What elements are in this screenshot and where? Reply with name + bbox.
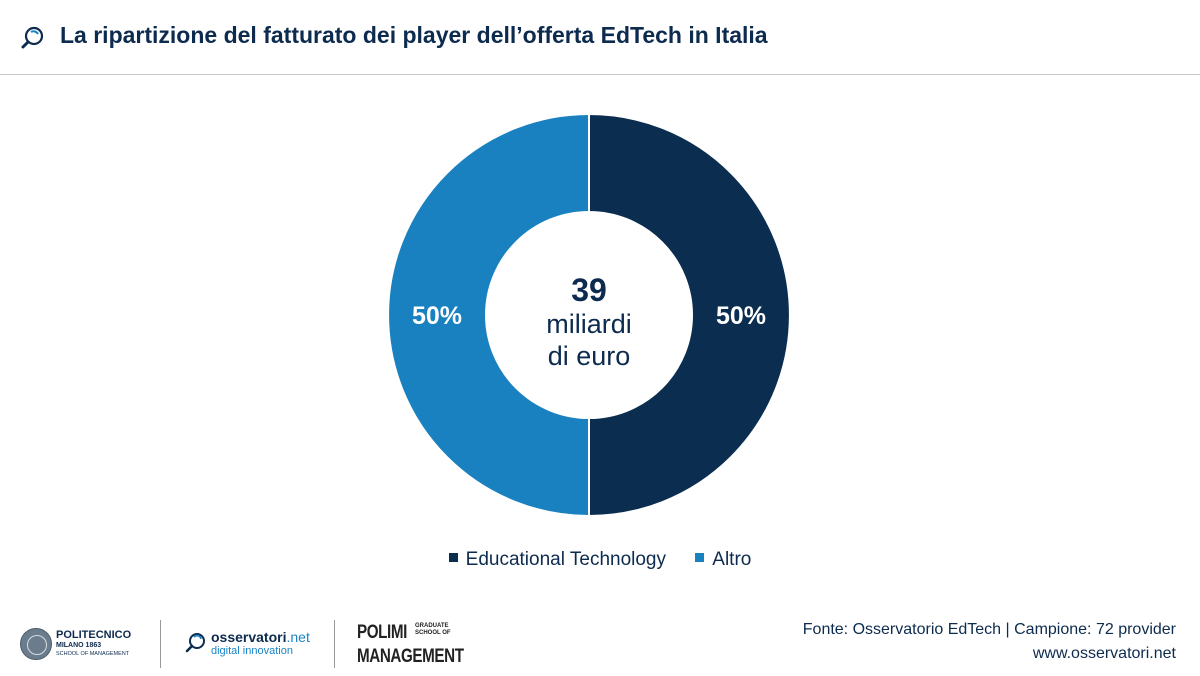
polimi-gsom-logo: POLIMI GRADUATE SCHOOL OF MANAGEMENT xyxy=(357,622,467,670)
osservatori-logo-tld: .net xyxy=(286,629,310,645)
polimi-logo-line2: MILANO 1863 xyxy=(56,642,102,649)
legend-label-altro: Altro xyxy=(712,549,752,570)
header: La ripartizione del fatturato dei player… xyxy=(0,0,1200,75)
logo-divider xyxy=(160,620,161,668)
polimi-logo-line3: SCHOOL OF MANAGEMENT xyxy=(56,651,130,657)
magnifier-logo-icon xyxy=(21,26,44,49)
center-unit-line2: di euro xyxy=(547,341,631,371)
source-note: Fonte: Osservatorio EdTech | Campione: 7… xyxy=(803,618,1176,666)
gsom-logo-line2: MANAGEMENT xyxy=(357,646,464,667)
legend-label-educational-technology: Educational Technology xyxy=(465,549,666,570)
donut-chart: 50% 50% xyxy=(387,112,791,518)
legend-item-educational-technology: Educational Technology xyxy=(448,549,666,571)
osservatori-logo-word: osservatori xyxy=(211,629,287,645)
donut-slice-educational-technology xyxy=(588,112,791,518)
osservatori-logo-main: osservatori.net xyxy=(211,629,310,645)
osservatori-logo-sub: digital innovation xyxy=(211,645,293,657)
website-text: www.osservatori.net xyxy=(1032,645,1176,662)
data-label-educational-technology: 50% xyxy=(716,302,766,330)
source-text: Fonte: Osservatorio EdTech | Campione: 7… xyxy=(802,621,1176,638)
osservatori-magnifier-icon xyxy=(185,633,205,653)
data-label-altro: 50% xyxy=(412,302,462,330)
footer-logos: POLITECNICO MILANO 1863 SCHOOL OF MANAGE… xyxy=(20,618,580,670)
legend-swatch-educational-technology xyxy=(448,553,458,563)
gsom-logo-small: GRADUATE SCHOOL OF xyxy=(415,623,451,636)
logo-divider xyxy=(334,620,335,668)
legend-item-altro: Altro xyxy=(695,549,751,571)
legend-swatch-altro xyxy=(695,553,705,563)
center-unit-line1: miliardi xyxy=(546,309,632,339)
chart-legend: Educational Technology Altro xyxy=(0,549,1200,571)
osservatori-logo: osservatori.net digital innovation xyxy=(185,626,315,662)
donut-center-label: 39 miliardi di euro xyxy=(489,272,689,372)
polimi-logo-line1: POLITECNICO xyxy=(56,629,132,641)
polimi-logo: POLITECNICO MILANO 1863 SCHOOL OF MANAGE… xyxy=(20,626,160,662)
page-title: La ripartizione del fatturato dei player… xyxy=(60,22,768,48)
polimi-seal-icon xyxy=(20,628,52,660)
center-value: 39 xyxy=(571,272,607,308)
donut-slice-altro xyxy=(387,112,590,518)
gsom-logo-line1: POLIMI xyxy=(357,622,407,643)
